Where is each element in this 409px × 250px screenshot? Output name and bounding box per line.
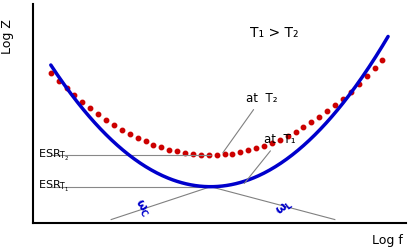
Text: $\mathbf{\omega}_\mathbf{L}$: $\mathbf{\omega}_\mathbf{L}$ bbox=[273, 197, 296, 219]
Text: ESR$_{\mathregular{T_1}}$: ESR$_{\mathregular{T_1}}$ bbox=[38, 179, 70, 194]
Y-axis label: Log Z: Log Z bbox=[1, 20, 14, 54]
Text: T₁ > T₂: T₁ > T₂ bbox=[249, 26, 298, 40]
Text: at  T₂: at T₂ bbox=[222, 92, 277, 153]
Text: at  T₁: at T₁ bbox=[244, 133, 295, 184]
Text: $\mathbf{\omega}_\mathbf{C}$: $\mathbf{\omega}_\mathbf{C}$ bbox=[130, 197, 151, 220]
X-axis label: Log f: Log f bbox=[371, 234, 402, 247]
Text: ESR$_{\mathregular{T_2}}$: ESR$_{\mathregular{T_2}}$ bbox=[38, 148, 70, 162]
